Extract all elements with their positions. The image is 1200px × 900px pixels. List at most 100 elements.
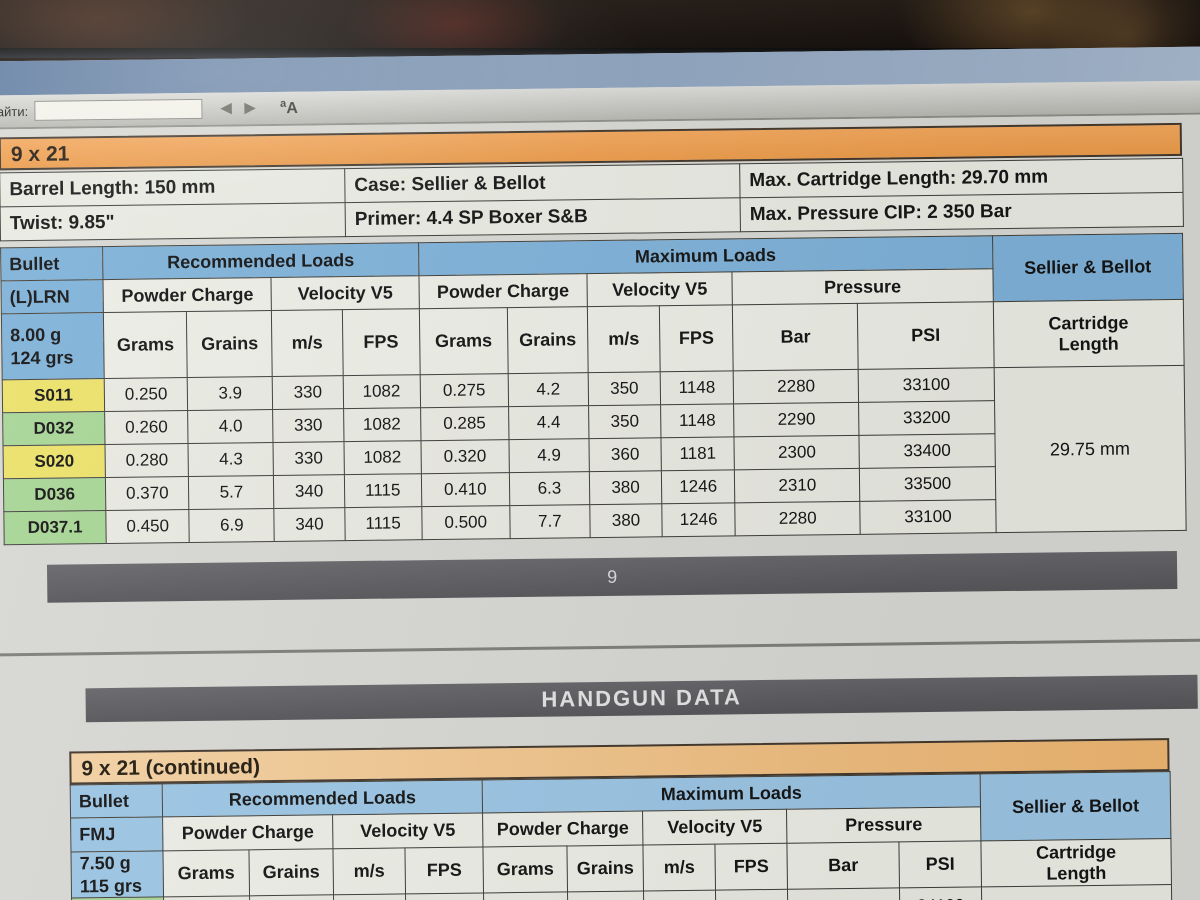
data-cell: 5.7 — [188, 475, 275, 510]
screen: Найти: ◀ ▶ aA 9 x 21 Barrel Length: 150 … — [0, 46, 1200, 900]
col-header-bullet: Bullet — [0, 246, 104, 281]
unit-header-fps: FPS — [341, 308, 420, 376]
unit-header-ms: m/s — [642, 844, 716, 892]
data-cell: 7.7 — [509, 504, 591, 539]
data-cell: 4.3 — [188, 442, 274, 477]
data-cell: 340 — [274, 507, 345, 542]
data-cell — [715, 889, 788, 900]
pressure-header: Pressure — [786, 806, 981, 844]
rec-velocity-header: Velocity V5 — [271, 275, 420, 311]
bullet-weight: 8.00 g 124 grs — [1, 312, 105, 380]
unit-header-grains: Grains — [248, 848, 334, 896]
unit-header-psi: PSI — [857, 301, 994, 370]
bullet-weight: 7.50 g 115 grs — [70, 850, 164, 898]
unit-header-ms: m/s — [271, 309, 343, 377]
unit-header-grams: Grams — [483, 845, 568, 893]
twist-info: Twist: 9.85" — [0, 202, 346, 241]
find-input[interactable] — [34, 98, 203, 121]
data-cell: 1246 — [661, 502, 736, 537]
load-id: D037.1 — [3, 510, 107, 545]
data-cell: 2280 — [733, 369, 859, 404]
max-velocity-header: Velocity V5 — [642, 809, 787, 846]
rec-powder-charge-header: Powder Charge — [103, 277, 272, 313]
data-cell: 1115 — [344, 506, 422, 541]
data-cell — [333, 893, 406, 900]
page-number-bar: 9 — [46, 550, 1178, 603]
brand-header: Sellier & Bellot — [992, 233, 1184, 302]
bullet-weight-grains: 124 grs — [10, 346, 74, 368]
page-separator — [0, 638, 1200, 657]
data-cell: 2310 — [734, 468, 861, 503]
data-cell: 350 — [588, 404, 662, 439]
data-cell: 4.9 — [508, 438, 590, 473]
data-cell — [483, 891, 568, 900]
pressure-header: Pressure — [732, 268, 993, 305]
data-cell — [567, 891, 644, 900]
unit-header-bar: Bar — [786, 841, 900, 890]
data-cell — [405, 892, 484, 900]
group-header-recommended-loads: Recommended Loads — [102, 242, 419, 280]
max-pressure: Max. Pressure CIP: 2 350 Bar — [740, 192, 1184, 232]
unit-header-grams: Grams — [103, 311, 188, 379]
data-cell: 1148 — [660, 403, 735, 438]
data-cell — [163, 895, 250, 900]
data-cell: 0.260 — [104, 410, 189, 445]
data-cell: 0.280 — [105, 443, 189, 478]
load-id: S011 — [2, 378, 105, 413]
data-cell: 0.320 — [420, 439, 510, 474]
group-header-recommended-loads: Recommended Loads — [162, 779, 483, 817]
max-cartridge-length: Max. Cartridge Length: 29.70 mm — [739, 158, 1184, 198]
unit-header-grams: Grams — [419, 307, 509, 375]
unit-header-fps: FPS — [404, 846, 484, 894]
unit-header-psi: PSI — [898, 840, 982, 888]
data-cell: 0.285 — [420, 406, 509, 441]
data-cell: 6.3 — [509, 471, 590, 506]
data-cell: 33100 — [860, 499, 996, 535]
data-cell: 0.250 — [104, 377, 188, 412]
bullet-type: (L)LRN — [1, 279, 104, 314]
bullet-weight-grams: 7.50 g — [79, 852, 131, 874]
col-header-bullet: Bullet — [70, 783, 163, 819]
data-cell: 4.0 — [187, 409, 274, 444]
brand-header: Sellier & Bellot — [980, 771, 1171, 841]
find-previous-button[interactable]: ◀ — [216, 98, 236, 118]
data-cell: 1115 — [343, 473, 422, 508]
data-cell: 0.275 — [419, 373, 509, 408]
document-viewport: 9 x 21 Barrel Length: 150 mm Case: Selli… — [0, 114, 1200, 900]
bullet-weight-grains: 115 grs — [79, 875, 143, 896]
data-cell: 380 — [589, 503, 663, 538]
rec-powder-charge-header: Powder Charge — [162, 814, 333, 851]
unit-header-fps: FPS — [659, 304, 734, 372]
find-next-button[interactable]: ▶ — [240, 98, 260, 118]
find-label: Найти: — [0, 103, 29, 119]
data-cell: 1082 — [343, 440, 422, 475]
data-cell: 0.450 — [105, 509, 190, 544]
load-data-table-lrn: Bullet Recommended Loads Maximum Loads S… — [0, 233, 1187, 545]
data-cell: 1246 — [661, 469, 735, 504]
load-id: D032 — [2, 411, 106, 446]
data-cell — [643, 890, 716, 900]
case-info: Case: Sellier & Bellot — [344, 163, 741, 203]
data-cell: 360 — [588, 437, 662, 472]
unit-header-grains: Grains — [186, 310, 273, 378]
max-powder-charge-header: Powder Charge — [482, 811, 643, 847]
data-cell: 33500 — [859, 466, 996, 502]
data-cell: 3.9 — [187, 376, 274, 411]
match-case-icon[interactable]: aA — [274, 96, 304, 119]
barrel-length: Barrel Length: 150 mm — [0, 168, 346, 207]
data-cell: 34100 — [899, 886, 982, 900]
data-cell: 1181 — [661, 436, 735, 471]
data-cell: 33400 — [859, 433, 995, 469]
cartridge-length-value: 29.75 mm — [993, 365, 1187, 533]
data-cell: 350 — [588, 371, 661, 406]
data-cell: 0.410 — [421, 472, 510, 507]
unit-header-ms: m/s — [587, 305, 661, 373]
unit-header-grains: Grains — [507, 306, 589, 374]
cartridge-length-header: Cartridge Length — [980, 838, 1172, 887]
unit-header-ms: m/s — [332, 847, 406, 895]
data-cell: 0.500 — [421, 505, 511, 540]
data-cell: 1082 — [342, 374, 421, 409]
data-cell: 0.370 — [105, 476, 190, 511]
bullet-weight-grams: 8.00 g — [10, 324, 62, 346]
